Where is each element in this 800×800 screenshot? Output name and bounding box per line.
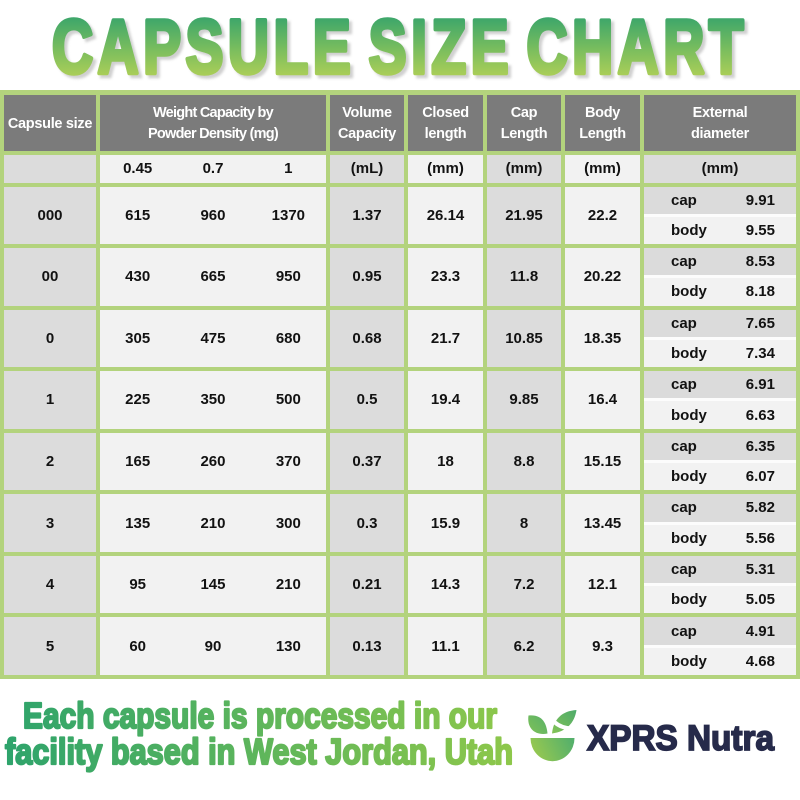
svg-text:CAPSULE SIZE CHART: CAPSULE SIZE CHART (52, 5, 748, 90)
svg-text:Each capsule is processed in o: Each capsule is processed in our (23, 695, 497, 736)
svg-text:XPRS Nutra: XPRS Nutra (587, 718, 774, 758)
svg-text:CAPSULE SIZE CHART: CAPSULE SIZE CHART (55, 8, 751, 93)
svg-text:facility based in West Jordan,: facility based in West Jordan, Utah (5, 731, 513, 772)
